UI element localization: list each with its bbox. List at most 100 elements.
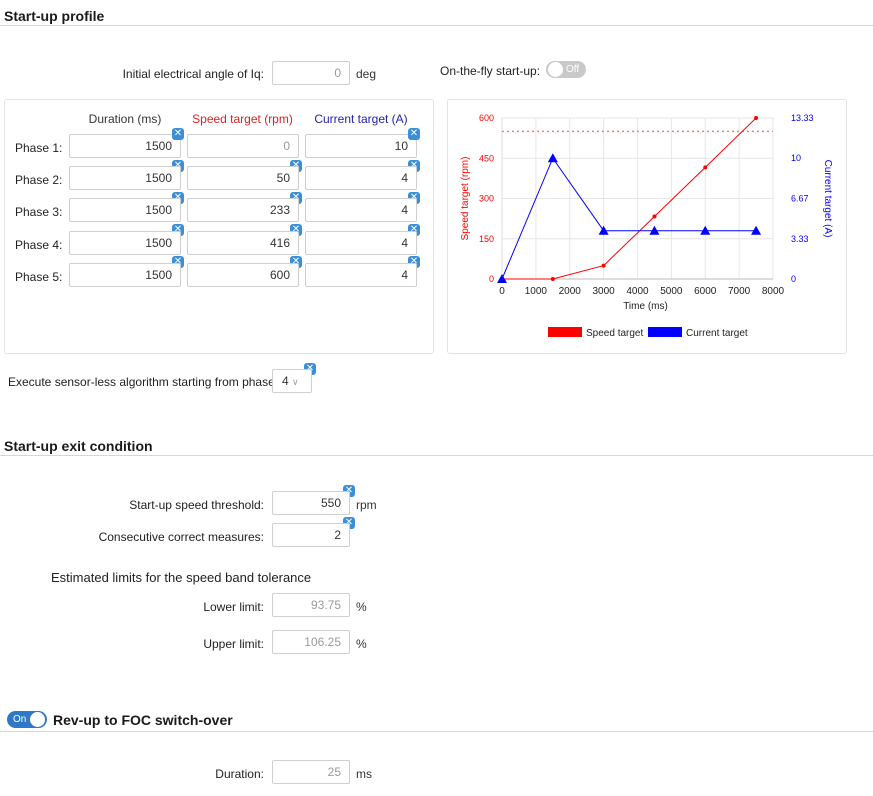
phase-4-current[interactable]: 4 — [305, 231, 417, 255]
x-tick-label: 8000 — [762, 286, 785, 297]
phase-2-current[interactable]: 4 — [305, 166, 417, 190]
section-title-startup-profile: Start-up profile — [4, 8, 105, 24]
initial-angle-label: Initial electrical angle of Iq: — [122, 67, 264, 81]
y2-tick-label: 0 — [791, 274, 796, 284]
x-tick-label: 6000 — [694, 286, 717, 297]
legend-label-current: Current target — [686, 328, 748, 339]
revup-duration-unit: ms — [356, 767, 372, 781]
chevron-down-icon: ∨ — [292, 377, 299, 387]
phase-5-current[interactable]: 4 — [305, 263, 417, 287]
chart-panel: 0 1000 2000 3000 4000 5000 6000 7000 8000 0 150 300… — [447, 99, 847, 354]
section-title-exit-condition: Start-up exit condition — [4, 438, 153, 454]
section-title-revup: Rev-up to FOC switch-over — [53, 712, 233, 728]
y2-tick-label: 10 — [791, 153, 801, 163]
consecutive-input[interactable]: 2 — [272, 523, 350, 547]
lower-limit-unit: % — [356, 600, 367, 614]
y-axis-title: Speed target (rpm) — [460, 157, 471, 241]
y-tick-label: 0 — [489, 274, 494, 284]
divider — [0, 731, 873, 732]
phase-5-duration[interactable]: 1500 — [69, 263, 181, 287]
phase-4-label: Phase 4: — [15, 238, 63, 252]
on-the-fly-state: Off — [566, 64, 580, 75]
phase-4-duration[interactable]: 1500 — [69, 231, 181, 255]
current-data-point — [700, 225, 711, 235]
header-current: Current target (A) — [314, 112, 408, 126]
upper-limit-input[interactable]: 106.25 — [272, 630, 350, 654]
y2-tick-label: 6.67 — [791, 193, 809, 203]
current-data-point — [649, 225, 660, 235]
phase-3-current[interactable]: 4 — [305, 198, 417, 222]
band-tolerance-title: Estimated limits for the speed band tole… — [51, 570, 312, 585]
revup-state: On — [13, 714, 27, 725]
speed-threshold-label: Start-up speed threshold: — [129, 498, 264, 512]
sensorless-phase-value: 4 — [282, 374, 289, 388]
phase-1-current[interactable]: 10 — [305, 134, 417, 158]
phase-3-label: Phase 3: — [15, 205, 63, 219]
y2-tick-label: 13.33 — [791, 113, 814, 123]
y-tick-label: 150 — [479, 234, 494, 244]
initial-angle-unit: deg — [356, 67, 377, 81]
on-the-fly-toggle[interactable]: Off — [546, 61, 586, 78]
current-data-point — [598, 225, 609, 235]
phase-5-label: Phase 5: — [15, 270, 63, 284]
phase-4-speed[interactable]: 416 — [187, 231, 299, 255]
speed-data-point — [703, 165, 708, 170]
x-tick-label: 0 — [499, 286, 505, 297]
divider — [0, 455, 873, 456]
x-tick-label: 3000 — [593, 286, 616, 297]
x-axis-title: Time (ms) — [623, 301, 668, 312]
on-the-fly-label: On-the-fly start-up: — [440, 64, 541, 78]
toggle-knob — [30, 712, 45, 727]
legend-swatch-current — [648, 327, 682, 337]
lower-limit-input[interactable]: 93.75 — [272, 593, 350, 617]
phase-1-speed[interactable]: 0 — [187, 134, 299, 158]
y-tick-label: 450 — [479, 153, 494, 163]
initial-angle-input[interactable]: 0 — [272, 61, 350, 85]
lower-limit-label: Lower limit: — [203, 600, 264, 614]
y-tick-label: 600 — [479, 113, 494, 123]
speed-threshold-input[interactable]: 550 — [272, 491, 350, 515]
phase-2-label: Phase 2: — [15, 173, 63, 187]
x-tick-label: 1000 — [525, 286, 548, 297]
phase-1-duration[interactable]: 1500 — [69, 134, 181, 158]
speed-data-point — [601, 263, 606, 268]
phase-3-speed[interactable]: 233 — [187, 198, 299, 222]
current-series-line — [501, 157, 757, 280]
revup-duration-input[interactable]: 25 — [272, 760, 350, 784]
toggle-knob — [548, 62, 563, 77]
phase-1-label: Phase 1: — [15, 141, 63, 155]
x-badge-icon[interactable]: ✕ — [172, 128, 184, 140]
legend-label-speed: Speed target — [586, 328, 643, 339]
phase-3-duration[interactable]: 1500 — [69, 198, 181, 222]
y2-axis-title: Current target (A) — [822, 160, 833, 238]
y-tick-label: 300 — [479, 194, 494, 204]
startup-chart: 0 1000 2000 3000 4000 5000 6000 7000 80000150300… — [460, 113, 833, 339]
x-badge-icon[interactable]: ✕ — [408, 128, 420, 140]
header-duration: Duration (ms) — [88, 112, 162, 126]
consecutive-label: Consecutive correct measures: — [98, 530, 264, 544]
revup-duration-label: Duration: — [215, 767, 264, 781]
speed-data-point — [652, 214, 657, 219]
revup-toggle[interactable]: On — [7, 711, 47, 728]
current-data-point — [547, 153, 558, 163]
speed-data-point — [550, 277, 555, 281]
legend-swatch-speed — [548, 327, 582, 337]
speed-threshold-unit: rpm — [356, 498, 377, 512]
sensorless-label: Execute sensor-less algorithm starting f… — [8, 375, 279, 389]
speed-data-point — [754, 116, 759, 120]
header-speed: Speed target (rpm) — [192, 112, 293, 126]
phase-2-duration[interactable]: 1500 — [69, 166, 181, 190]
phase-5-speed[interactable]: 600 — [187, 263, 299, 287]
upper-limit-unit: % — [356, 637, 367, 651]
x-tick-label: 7000 — [728, 286, 751, 297]
x-tick-label: 5000 — [660, 286, 683, 297]
upper-limit-label: Upper limit: — [203, 637, 264, 651]
x-tick-label: 2000 — [559, 286, 582, 297]
speed-series-line — [502, 117, 757, 280]
x-tick-label: 4000 — [626, 286, 649, 297]
phase-2-speed[interactable]: 50 — [187, 166, 299, 190]
current-data-point — [751, 225, 762, 235]
sensorless-phase-select[interactable]: 4 ∨ — [272, 369, 312, 393]
divider — [0, 25, 873, 26]
y2-tick-label: 3.33 — [791, 234, 809, 244]
